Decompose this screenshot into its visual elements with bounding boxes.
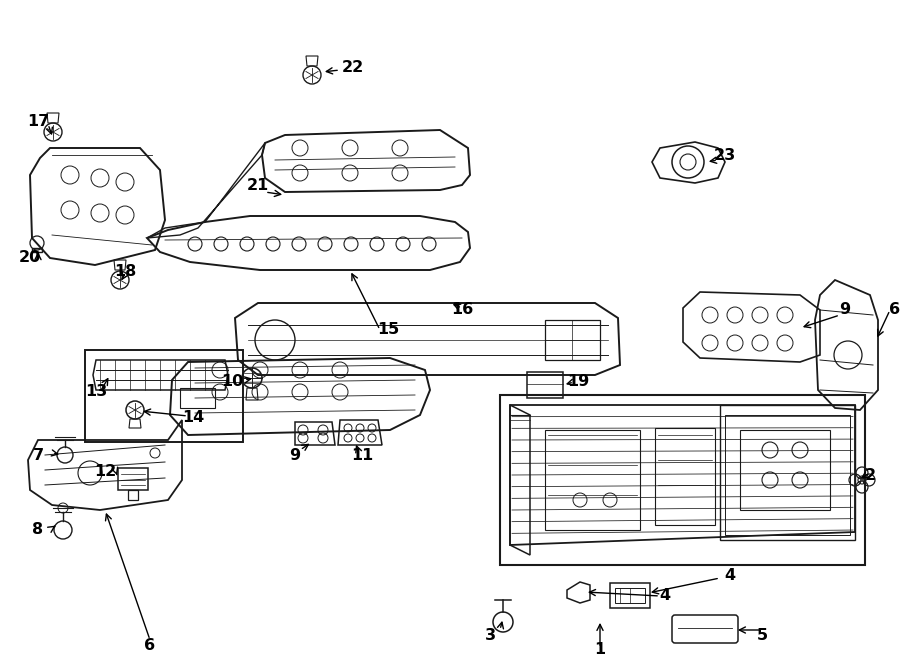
Bar [500,395,865,565]
Text: 7: 7 [32,447,43,463]
Text: 23: 23 [714,147,736,163]
Text: 14: 14 [182,410,204,426]
Text: 10: 10 [220,375,243,389]
Text: 9: 9 [290,447,301,463]
Text: 19: 19 [567,375,590,389]
Text: 2: 2 [864,467,876,483]
Text: 20: 20 [19,251,41,266]
Text: 4: 4 [660,588,670,602]
Bar [85,350,243,442]
Text: 6: 6 [144,637,156,652]
Text: 3: 3 [484,627,496,642]
Text: 4: 4 [724,568,735,582]
Text: 1: 1 [594,642,606,658]
Text: 16: 16 [451,303,473,317]
Text: 15: 15 [377,323,399,338]
Text: 18: 18 [114,264,136,280]
Text: 6: 6 [889,303,900,317]
Text: 11: 11 [351,447,374,463]
Text: 22: 22 [342,61,364,75]
Text: 5: 5 [756,627,768,642]
Text: 21: 21 [247,178,269,192]
Text: 13: 13 [85,385,107,399]
Text: 8: 8 [32,522,43,537]
Text: 9: 9 [840,303,850,317]
Text: 12: 12 [94,465,116,479]
Text: 17: 17 [27,114,50,130]
